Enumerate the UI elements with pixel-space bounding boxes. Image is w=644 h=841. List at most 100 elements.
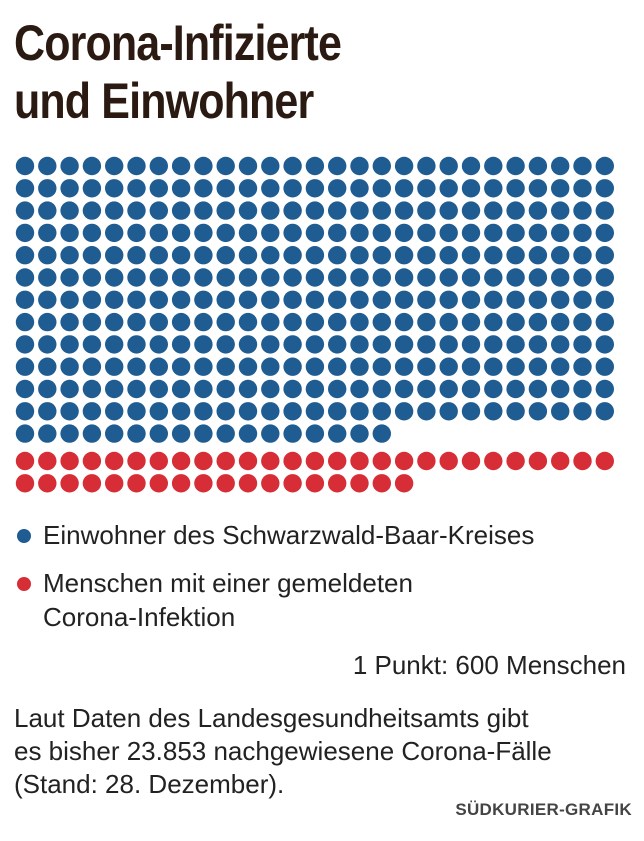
resident-dot: [127, 402, 146, 421]
resident-dot: [283, 201, 302, 220]
resident-dot: [171, 379, 191, 399]
resident-dot: [38, 246, 57, 265]
resident-dot: [595, 246, 614, 265]
resident-dot: [283, 312, 302, 332]
resident-dot: [194, 246, 213, 265]
infected-dot: [194, 451, 213, 471]
resident-dot: [439, 357, 458, 376]
resident-dot: [573, 246, 592, 265]
infected-dot: [38, 451, 57, 471]
resident-dot: [372, 268, 391, 287]
resident-dot: [149, 290, 168, 309]
resident-dot: [439, 156, 458, 176]
resident-dot: [528, 246, 548, 265]
resident-dot: [60, 379, 79, 399]
resident-dot: [506, 246, 525, 265]
resident-dot: [461, 268, 481, 287]
resident-dot: [484, 179, 503, 198]
resident-dot: [82, 290, 102, 309]
resident-dot: [238, 246, 258, 265]
infected-dot: [238, 451, 258, 471]
resident-dot: [394, 335, 414, 354]
resident-dot: [105, 246, 124, 265]
resident-dot: [372, 312, 391, 332]
resident-dot: [394, 156, 414, 176]
resident-dot: [328, 357, 347, 376]
resident-dot: [461, 290, 481, 309]
infected-dot: [328, 474, 347, 493]
resident-dot: [394, 246, 414, 265]
resident-dot: [60, 424, 79, 443]
resident-dot: [127, 223, 146, 243]
infected-dot: [171, 451, 191, 471]
infected-dot: [573, 451, 592, 471]
resident-dot: [60, 335, 79, 354]
resident-dot: [439, 246, 458, 265]
resident-dot: [105, 312, 124, 332]
resident-dot: [149, 268, 168, 287]
resident-dot: [305, 357, 325, 376]
resident-dot: [350, 312, 369, 332]
resident-dot: [328, 156, 347, 176]
resident-dot: [461, 357, 481, 376]
resident-dot: [528, 402, 548, 421]
infected-dot: [194, 474, 213, 493]
resident-dot: [127, 379, 146, 399]
resident-dot: [82, 156, 102, 176]
resident-dot: [573, 156, 592, 176]
infected-dot: [127, 451, 146, 471]
resident-dot: [551, 179, 570, 198]
resident-dot: [595, 379, 614, 399]
resident-dot: [38, 290, 57, 309]
resident-dot: [484, 357, 503, 376]
legend-label-infected-line-1: Menschen mit einer gemeldeten: [43, 568, 413, 598]
resident-dot: [238, 357, 258, 376]
resident-dot: [216, 424, 235, 443]
resident-dot: [528, 156, 548, 176]
resident-dot: [372, 201, 391, 220]
resident-dot: [328, 335, 347, 354]
resident-dot: [372, 402, 391, 421]
resident-dot: [484, 379, 503, 399]
resident-dot: [350, 268, 369, 287]
resident-dot: [194, 312, 213, 332]
resident-dot: [60, 201, 79, 220]
resident-dot: [439, 223, 458, 243]
resident-dot: [149, 379, 168, 399]
resident-dot: [38, 156, 57, 176]
resident-dot: [417, 379, 436, 399]
resident-dot: [149, 156, 168, 176]
resident-dot: [461, 201, 481, 220]
infected-dot: [171, 474, 191, 493]
resident-dot: [261, 402, 280, 421]
resident-dot: [216, 379, 235, 399]
resident-dot: [551, 156, 570, 176]
resident-dot: [127, 312, 146, 332]
resident-dot: [461, 246, 481, 265]
resident-dot: [484, 246, 503, 265]
resident-dot: [82, 312, 102, 332]
resident-dot: [417, 223, 436, 243]
resident-dot: [38, 379, 57, 399]
resident-dot: [15, 156, 35, 176]
resident-dot: [372, 156, 391, 176]
resident-dot: [216, 402, 235, 421]
resident-dot: [171, 402, 191, 421]
infected-dot: [261, 474, 280, 493]
resident-dot: [38, 357, 57, 376]
resident-dot: [305, 335, 325, 354]
resident-dot: [372, 246, 391, 265]
legend-marker-infected: [17, 577, 31, 591]
infected-dot: [216, 474, 235, 493]
resident-dot: [261, 201, 280, 220]
source-credit: SÜDKURIER-GRAFIK: [455, 800, 632, 819]
resident-dot: [238, 156, 258, 176]
resident-dot: [417, 357, 436, 376]
infected-dot: [149, 474, 168, 493]
resident-dot: [372, 335, 391, 354]
resident-dot: [149, 223, 168, 243]
resident-dot: [439, 201, 458, 220]
resident-dot: [38, 201, 57, 220]
scale-note: 1 Punkt: 600 Menschen: [352, 650, 626, 680]
resident-dot: [394, 201, 414, 220]
